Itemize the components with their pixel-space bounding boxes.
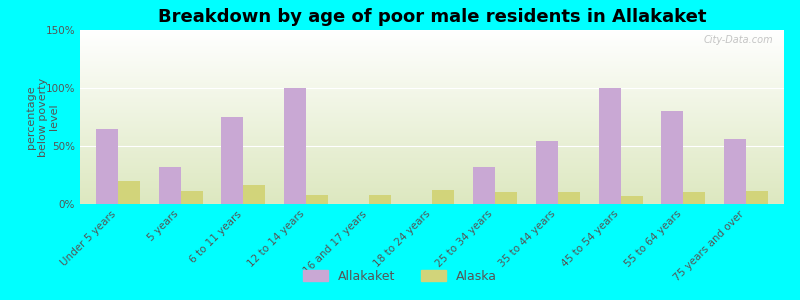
Bar [158, 167, 181, 204]
Text: City-Data.com: City-Data.com [704, 35, 774, 45]
Bar [662, 111, 683, 204]
Bar [724, 139, 746, 204]
Bar [432, 190, 454, 204]
Bar [96, 129, 118, 204]
Bar [284, 88, 306, 204]
Bar [746, 191, 768, 204]
Bar [558, 192, 580, 204]
Bar [369, 195, 391, 204]
Title: Breakdown by age of poor male residents in Allakaket: Breakdown by age of poor male residents … [158, 8, 706, 26]
Bar [306, 195, 328, 204]
Bar [181, 191, 202, 204]
Bar [598, 88, 621, 204]
Bar [222, 117, 243, 204]
Bar [536, 141, 558, 204]
Bar [473, 167, 495, 204]
Bar [621, 196, 642, 204]
Bar [495, 192, 517, 204]
Y-axis label: percentage
below poverty
level: percentage below poverty level [26, 77, 59, 157]
Legend: Allakaket, Alaska: Allakaket, Alaska [298, 265, 502, 288]
Bar [683, 192, 706, 204]
Bar [243, 185, 266, 204]
Bar [118, 181, 140, 204]
